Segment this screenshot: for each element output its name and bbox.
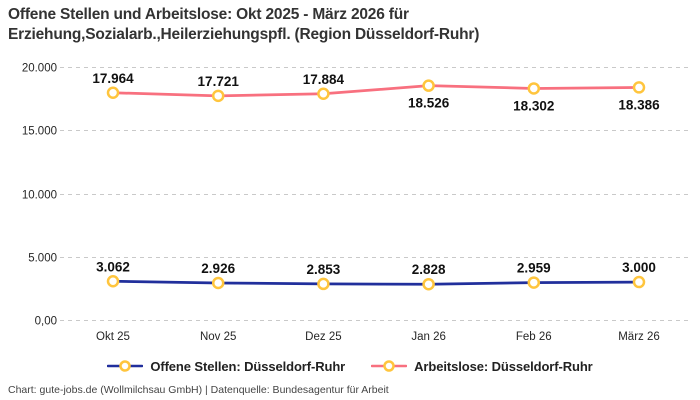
data-point-marker[interactable] <box>106 86 120 100</box>
line-marker-swatch-icon <box>107 360 144 372</box>
line-marker-swatch-icon <box>371 360 408 372</box>
data-point-label: 2.959 <box>517 261 551 276</box>
data-point-marker[interactable] <box>422 79 435 92</box>
series-line <box>111 279 641 286</box>
data-point-marker[interactable] <box>632 81 646 94</box>
x-axis-tick-label: Feb 26 <box>516 331 552 343</box>
legend-label: Offene Stellen: Düsseldorf-Ruhr <box>150 358 346 374</box>
chart-title-line-2: Erziehung,Sozialarb.,Heilerziehungspfl. … <box>8 26 480 43</box>
data-point-marker[interactable] <box>527 82 541 95</box>
chart-title: Offene Stellen und Arbeitslose: Okt 2025… <box>8 5 479 45</box>
data-point-label: 2.926 <box>201 261 235 276</box>
y-axis-tick-label: 15.000 <box>22 126 57 138</box>
data-point-label: 3.062 <box>96 259 130 274</box>
data-point-label: 17.721 <box>198 74 240 89</box>
x-axis-tick-label: Jan 26 <box>411 331 446 343</box>
y-axis-tick-label: 10.000 <box>22 190 57 202</box>
x-axis-tick-label: Okt 25 <box>96 331 130 343</box>
data-point-label: 17.884 <box>303 72 345 87</box>
data-point-label: 3.000 <box>622 260 656 275</box>
data-point-marker[interactable] <box>211 89 225 103</box>
x-axis-tick-label: März 26 <box>618 331 660 343</box>
attribution-text: Chart: gute-jobs.de (Wollmilchsau GmbH) … <box>8 384 389 396</box>
data-point-label: 17.964 <box>92 71 134 86</box>
data-point-marker[interactable] <box>422 277 435 291</box>
data-point-marker[interactable] <box>317 277 330 291</box>
data-point-marker[interactable] <box>632 275 646 289</box>
data-point-label: 18.526 <box>408 96 450 111</box>
data-point-label: 2.828 <box>412 262 446 277</box>
chart-title-line-1: Offene Stellen und Arbeitslose: Okt 2025… <box>8 6 409 23</box>
data-point-label: 18.302 <box>513 98 554 113</box>
series-line <box>111 84 641 98</box>
legend: Offene Stellen: Düsseldorf-Ruhr Arbeitsl… <box>0 356 700 376</box>
x-axis-tick-label: Nov 25 <box>200 331 236 343</box>
data-point-label: 18.386 <box>618 97 660 112</box>
legend-item-offene-stellen: Offene Stellen: Düsseldorf-Ruhr <box>107 359 345 374</box>
x-axis-tick-label: Dez 25 <box>305 331 341 343</box>
legend-item-arbeitslose: Arbeitslose: Düsseldorf-Ruhr <box>371 359 593 374</box>
y-axis-tick-label: 0,00 <box>35 316 57 328</box>
data-point-marker[interactable] <box>106 275 120 288</box>
data-point-marker[interactable] <box>527 276 541 289</box>
legend-label: Arbeitslose: Düsseldorf-Ruhr <box>414 358 593 374</box>
line-marker-swatch-icon <box>371 359 408 373</box>
line-marker-swatch-icon <box>107 359 144 373</box>
data-point-marker[interactable] <box>317 87 330 101</box>
data-point-label: 2.853 <box>307 262 341 277</box>
y-axis-tick-label: 20.000 <box>22 63 57 75</box>
data-point-marker[interactable] <box>211 276 225 290</box>
y-axis-tick-label: 5.000 <box>28 253 57 265</box>
